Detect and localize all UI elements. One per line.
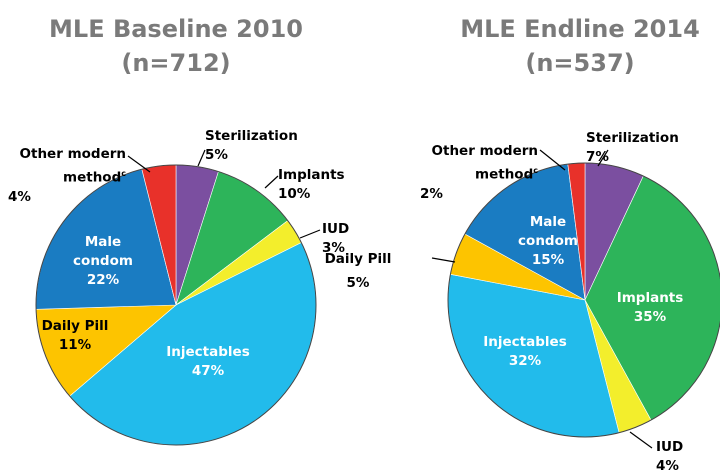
category-label: Daily Pill xyxy=(318,250,398,269)
category-label: Implants xyxy=(600,289,700,308)
chart-title: MLE Endline 2014 (n=537) xyxy=(410,12,720,80)
value-label: 3% xyxy=(322,240,345,256)
value-label: 5% xyxy=(346,275,370,291)
slice-label: Implants 10% xyxy=(278,166,368,204)
slice-label: Injectables 32% xyxy=(465,333,585,371)
category-text: Injectables xyxy=(483,334,567,350)
title-line: MLE Endline 2014 xyxy=(460,15,700,43)
title-line: MLE Baseline 2010 xyxy=(49,15,303,43)
slice-label: Male condom 22% xyxy=(63,233,143,290)
category-label: Male condom xyxy=(508,213,588,251)
slice-label: Sterilization 5% xyxy=(205,127,315,165)
value-label: 4% xyxy=(656,458,679,473)
value-label: 35% xyxy=(633,309,667,325)
category-text: Male condom xyxy=(73,234,133,269)
leader-line xyxy=(629,431,653,449)
slice-label: Daily Pill 11% xyxy=(30,317,120,355)
slice-label: Other modern methodc 4% xyxy=(8,145,126,207)
slice-label: IUD 3% xyxy=(322,220,362,258)
slice-label: Sterilization 7% xyxy=(586,129,696,167)
category-label: Sterilization xyxy=(205,127,315,146)
slice-label: Male condom 15% xyxy=(508,213,588,270)
category-text: IUD xyxy=(656,439,684,455)
leader-line xyxy=(127,155,151,173)
category-text: Sterilization xyxy=(586,130,679,146)
category-label: IUD xyxy=(656,438,696,457)
leader-line xyxy=(299,229,321,239)
value-label: 32% xyxy=(508,353,542,369)
category-label: Daily Pill xyxy=(30,317,120,336)
pie-outline xyxy=(35,164,317,446)
category-text: Implants xyxy=(616,290,684,306)
value-label: 15% xyxy=(531,252,565,268)
footnote-marker: c xyxy=(121,169,126,178)
category-text: Implants xyxy=(278,167,345,183)
slice-label: Implants 35% xyxy=(600,289,700,327)
slice-label: IUD 4% xyxy=(656,438,696,473)
value-label: 2% xyxy=(420,185,443,202)
value-label: 47% xyxy=(191,363,225,379)
category-text: Other modern method xyxy=(19,146,126,186)
value-label: 10% xyxy=(278,186,311,202)
leader-line xyxy=(539,149,566,171)
subtitle: (n=712) xyxy=(121,49,231,77)
category-label: Sterilization xyxy=(586,129,696,148)
category-label: Injectables xyxy=(465,333,585,352)
category-text: Sterilization xyxy=(205,128,298,144)
category-label: Other modern methodc xyxy=(8,145,126,188)
slice-label: Daily Pill 5% xyxy=(318,250,398,293)
category-label: Injectables xyxy=(148,343,268,362)
leader-line xyxy=(264,175,279,189)
subtitle: (n=537) xyxy=(525,49,635,77)
slice-label: Injectables 47% xyxy=(148,343,268,381)
category-label: Other modern methodc xyxy=(420,142,538,185)
value-label: 5% xyxy=(205,147,228,163)
category-label: Implants xyxy=(278,166,368,185)
category-label: IUD xyxy=(322,220,362,239)
category-text: Male condom xyxy=(518,214,578,249)
slice-label: Other modern methodc 2% xyxy=(420,142,538,204)
category-text: Daily Pill xyxy=(41,318,109,334)
pie-outline xyxy=(447,162,720,438)
value-label: 22% xyxy=(86,272,120,288)
category-label: Male condom xyxy=(63,233,143,271)
leader-line xyxy=(197,149,206,167)
footnote-marker: c xyxy=(533,166,538,175)
value-label: 11% xyxy=(58,337,92,353)
category-text: Other modern method xyxy=(431,143,538,183)
category-text: Injectables xyxy=(166,344,250,360)
leader-line xyxy=(597,149,609,167)
category-text: Daily Pill xyxy=(324,251,392,267)
value-label: 4% xyxy=(8,188,31,205)
leader-line xyxy=(431,257,456,263)
chart-title: MLE Baseline 2010 (n=712) xyxy=(6,12,346,80)
category-text: IUD xyxy=(322,221,350,237)
value-label: 7% xyxy=(586,149,609,165)
